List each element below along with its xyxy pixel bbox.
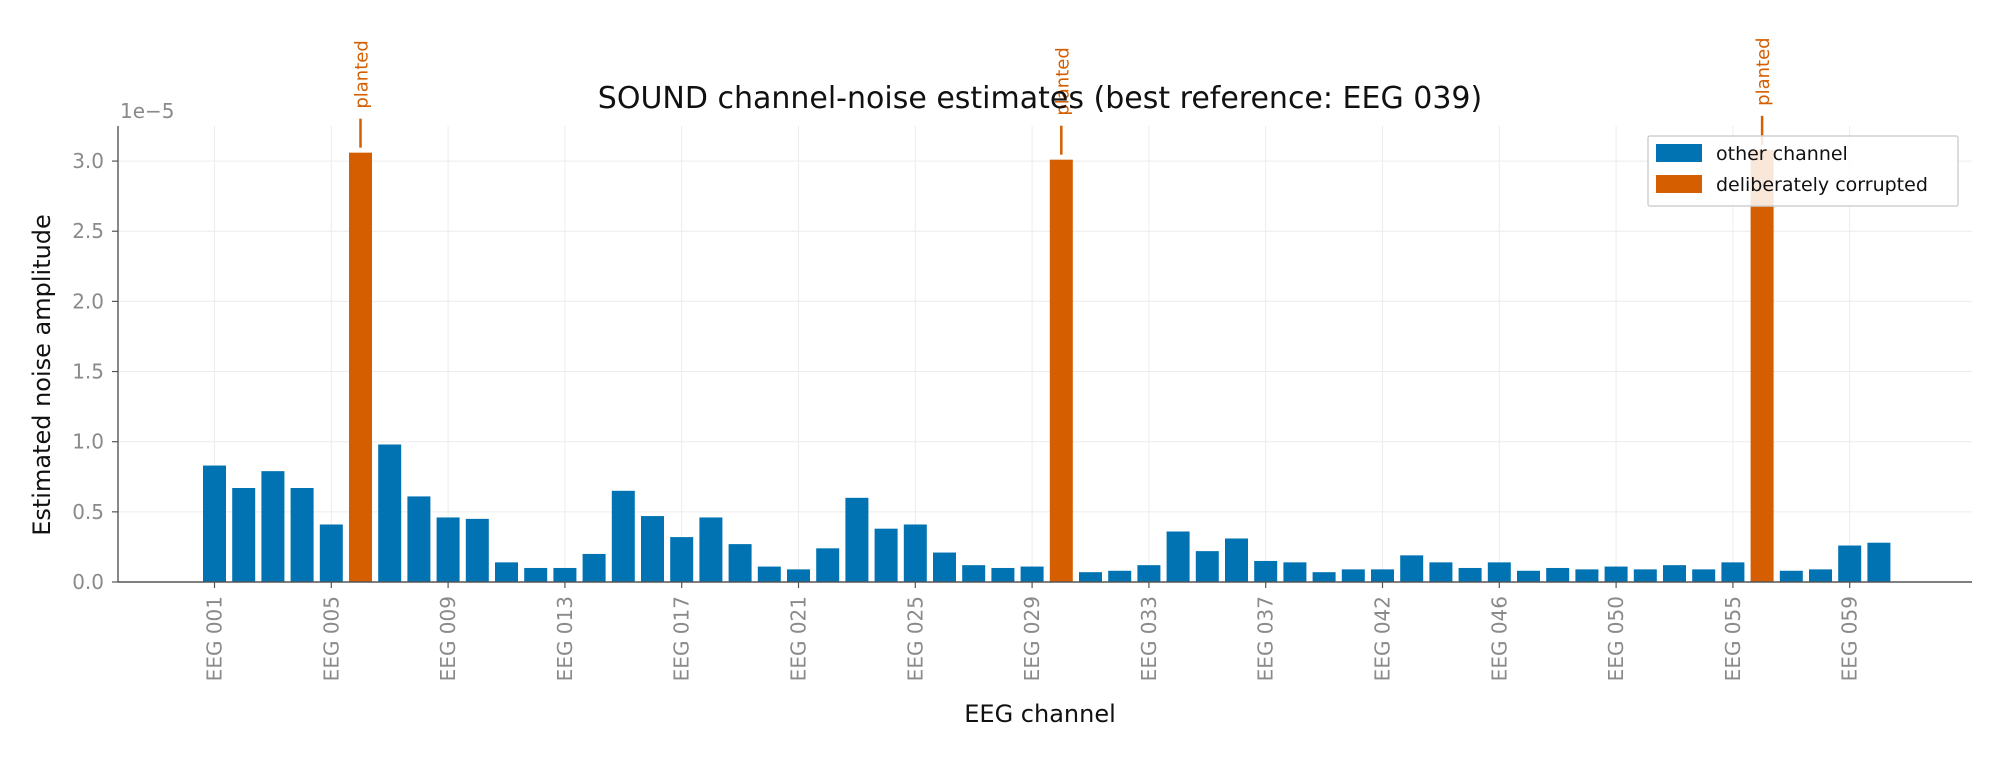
grid-lines xyxy=(118,126,1972,583)
bar xyxy=(319,524,343,582)
tick-labels: 0.0 0.5 1.0 1.5 2.0 2.5 3.0 EEG 001 EEG 005 EEG 0… xyxy=(72,149,1862,681)
bar xyxy=(1020,566,1044,582)
bar xyxy=(1400,555,1424,582)
bar xyxy=(1458,567,1482,582)
x-tick-label: EEG 025 xyxy=(903,596,927,681)
bar xyxy=(1312,572,1336,582)
y-tick-label: 0.0 xyxy=(72,570,104,594)
bar xyxy=(1575,569,1599,582)
bar xyxy=(582,553,606,582)
bar xyxy=(1692,569,1716,582)
x-tick-label: EEG 013 xyxy=(553,596,577,681)
planted-annotation: planted xyxy=(352,40,373,108)
x-tick-label: EEG 005 xyxy=(319,596,343,681)
bar xyxy=(261,471,285,582)
bar xyxy=(991,567,1015,582)
x-tick-label: EEG 001 xyxy=(203,596,227,681)
bars xyxy=(203,149,1891,583)
bar xyxy=(1225,538,1248,582)
bar xyxy=(290,487,314,582)
bar xyxy=(1429,562,1453,582)
y-tick-label: 1.5 xyxy=(72,360,104,384)
bar xyxy=(641,516,664,582)
x-tick-label: EEG 009 xyxy=(436,596,460,681)
bar xyxy=(407,496,431,582)
bar xyxy=(1546,567,1570,582)
bar-corrupted xyxy=(349,152,372,583)
bar xyxy=(1283,562,1307,582)
x-axis-label: EEG channel xyxy=(964,700,1116,728)
bar xyxy=(903,524,927,582)
x-tick-label: EEG 050 xyxy=(1604,596,1628,681)
bar xyxy=(553,567,577,582)
bar xyxy=(1838,545,1862,582)
axes xyxy=(112,126,1972,588)
annotations: planted planted planted xyxy=(352,37,1774,155)
bar-corrupted xyxy=(1049,159,1073,583)
bar xyxy=(670,537,694,582)
bar xyxy=(1604,566,1628,582)
bar xyxy=(699,517,723,582)
bar xyxy=(1721,562,1745,582)
bar xyxy=(436,517,460,582)
bar xyxy=(1166,531,1190,582)
bar xyxy=(1487,562,1511,582)
y-offset-label: 1e−5 xyxy=(120,99,175,123)
x-tick-label: EEG 055 xyxy=(1721,596,1745,681)
bar xyxy=(495,562,518,582)
x-tick-label: EEG 046 xyxy=(1487,596,1511,681)
bar xyxy=(933,552,956,582)
bar xyxy=(232,487,256,582)
bar-corrupted xyxy=(1750,149,1774,583)
bar xyxy=(203,465,226,582)
bar xyxy=(1809,569,1832,582)
y-tick-label: 2.0 xyxy=(72,289,104,313)
y-tick-label: 1.0 xyxy=(72,430,104,454)
bar xyxy=(1137,565,1161,582)
bar xyxy=(1663,565,1686,582)
planted-annotation: planted xyxy=(1753,37,1774,105)
legend-label-corrupted: deliberately corrupted xyxy=(1716,174,1928,196)
bar xyxy=(962,565,986,582)
bar xyxy=(1779,570,1803,582)
bar xyxy=(757,566,781,582)
bar xyxy=(524,567,548,582)
bar xyxy=(1371,569,1394,582)
bar xyxy=(1341,569,1365,582)
bar xyxy=(465,518,489,582)
legend-swatch-other xyxy=(1656,144,1702,162)
bar xyxy=(845,497,869,582)
bar xyxy=(787,569,810,582)
legend-box xyxy=(1647,135,1959,207)
planted-annotation: planted xyxy=(1052,47,1073,115)
bar xyxy=(1079,572,1102,582)
legend-swatch-corrupted xyxy=(1656,175,1702,193)
bar xyxy=(1633,569,1657,582)
x-tick-label: EEG 059 xyxy=(1838,596,1862,681)
y-tick-label: 2.5 xyxy=(72,219,104,243)
bar xyxy=(728,544,752,582)
bar xyxy=(1195,551,1219,582)
bar xyxy=(1867,542,1891,582)
y-tick-label: 3.0 xyxy=(72,149,104,173)
bar xyxy=(378,444,402,582)
x-tick-label: EEG 042 xyxy=(1371,596,1395,681)
x-tick-label: EEG 037 xyxy=(1254,596,1278,681)
x-tick-label: EEG 017 xyxy=(670,596,694,681)
y-tick-label: 0.5 xyxy=(72,500,104,524)
bar xyxy=(1517,570,1540,582)
bar xyxy=(874,528,898,582)
legend: other channel deliberately corrupted xyxy=(1647,135,1959,207)
bar xyxy=(1254,560,1278,582)
chart-title: SOUND channel-noise estimates (best refe… xyxy=(598,81,1482,116)
legend-label-other: other channel xyxy=(1716,143,1848,165)
x-tick-label: EEG 033 xyxy=(1137,596,1161,681)
bar xyxy=(1108,570,1132,582)
x-tick-label: EEG 029 xyxy=(1020,596,1044,681)
bar xyxy=(611,490,635,582)
x-tick-label: EEG 021 xyxy=(787,596,811,681)
y-axis-label: Estimated noise amplitude xyxy=(28,214,56,536)
bar xyxy=(816,548,840,582)
